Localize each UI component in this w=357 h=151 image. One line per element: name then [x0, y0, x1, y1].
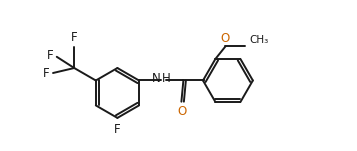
- Text: F: F: [46, 49, 53, 62]
- Text: F: F: [42, 66, 49, 80]
- Text: CH₃: CH₃: [250, 35, 269, 45]
- Text: O: O: [177, 105, 186, 118]
- Text: N: N: [152, 72, 161, 85]
- Text: F: F: [71, 31, 77, 44]
- Text: H: H: [161, 72, 170, 85]
- Text: O: O: [221, 32, 230, 45]
- Text: F: F: [114, 123, 121, 136]
